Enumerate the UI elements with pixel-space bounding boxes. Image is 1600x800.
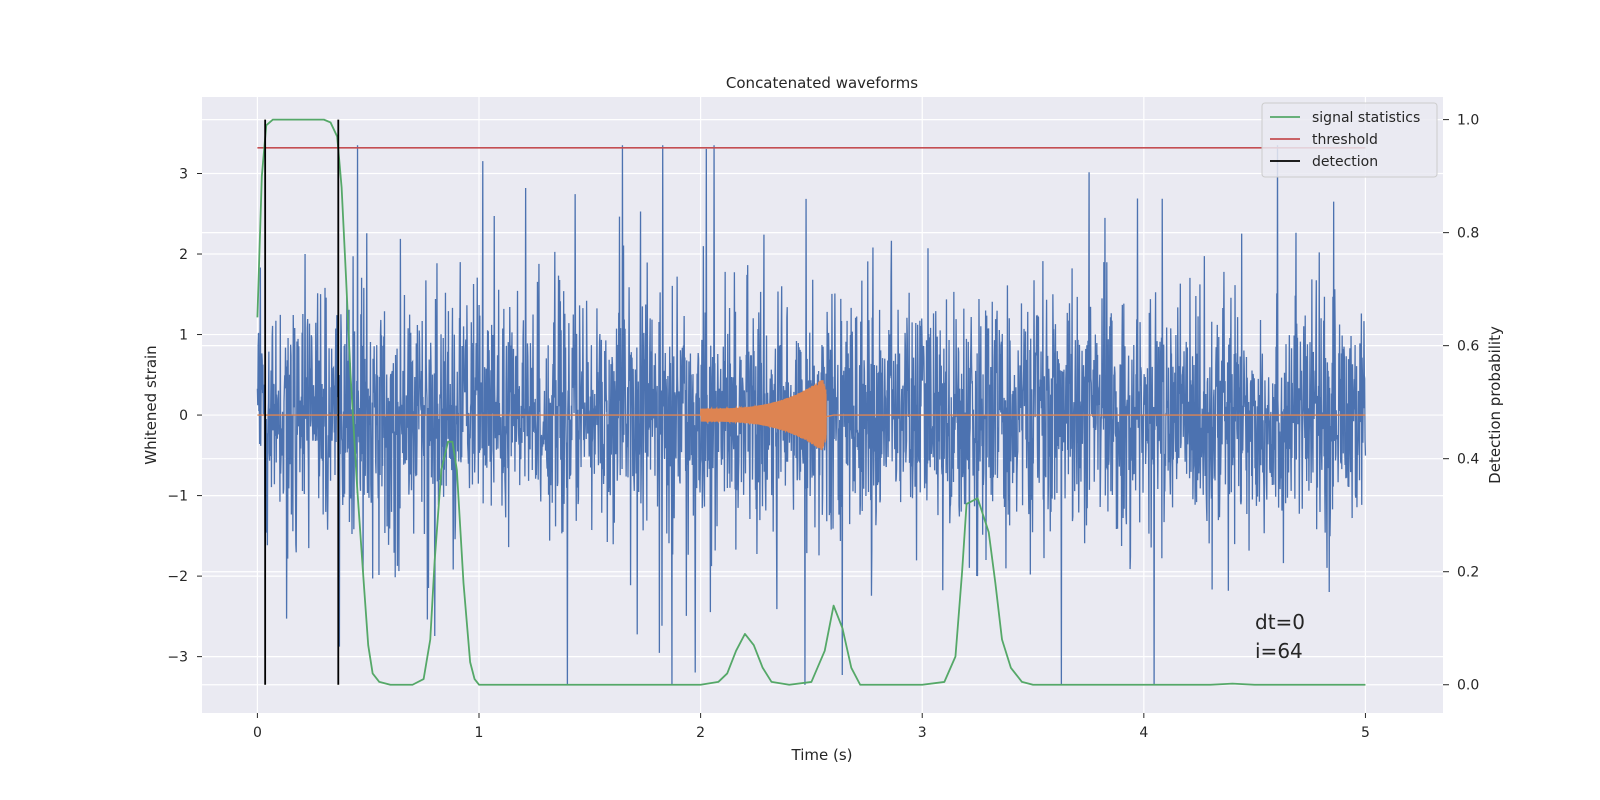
x-tick-label: 0 <box>253 725 262 741</box>
y-tick-label: −2 <box>167 569 188 585</box>
annotation-dt: dt=0 <box>1255 610 1305 634</box>
x-tick-label: 1 <box>475 725 484 741</box>
y-tick-label: 1 <box>179 328 188 344</box>
x-tick-label: 2 <box>696 725 705 741</box>
y-tick-label: 0 <box>179 408 188 424</box>
axes: 0 1 2 3 4 5 −3 −2 −1 0 1 2 3 0.0 0.2 0.4 0.6 0.8 1.0 <box>167 113 1479 741</box>
y2-tick-label: 0.4 <box>1457 452 1479 468</box>
x-tick-label: 4 <box>1139 725 1148 741</box>
y2-tick-label: 0.2 <box>1457 565 1479 581</box>
y-tick-label: −3 <box>167 650 188 666</box>
y-tick-label: 2 <box>179 247 188 263</box>
legend-label-signal-statistics: signal statistics <box>1312 110 1420 126</box>
legend-box <box>1261 102 1438 178</box>
y-tick-label: 3 <box>179 166 188 182</box>
injection-line <box>257 380 1366 451</box>
y2-tick-label: 0.6 <box>1457 339 1479 355</box>
data-layer <box>256 118 1367 686</box>
x-tick-label: 5 <box>1361 725 1370 741</box>
y2-tick-label: 1.0 <box>1457 113 1479 129</box>
y-tick-label: −1 <box>167 489 188 505</box>
signal-statistics-line <box>256 118 1366 686</box>
legend-label-threshold: threshold <box>1312 132 1378 148</box>
legend: signal statistics threshold detection <box>1261 102 1438 178</box>
x-tick-label: 3 <box>918 725 927 741</box>
y2-tick-label: 0.0 <box>1457 678 1479 694</box>
x-axis-label: Time (s) <box>791 746 853 764</box>
y-axis-label: Whitened strain <box>142 345 160 464</box>
y2-axis-label: Detection probability <box>1486 326 1504 484</box>
annotation-index: i=64 <box>1255 639 1303 663</box>
legend-label-detection: detection <box>1312 154 1378 170</box>
chart-title: Concatenated waveforms <box>726 74 918 92</box>
y2-tick-label: 0.8 <box>1457 226 1479 242</box>
